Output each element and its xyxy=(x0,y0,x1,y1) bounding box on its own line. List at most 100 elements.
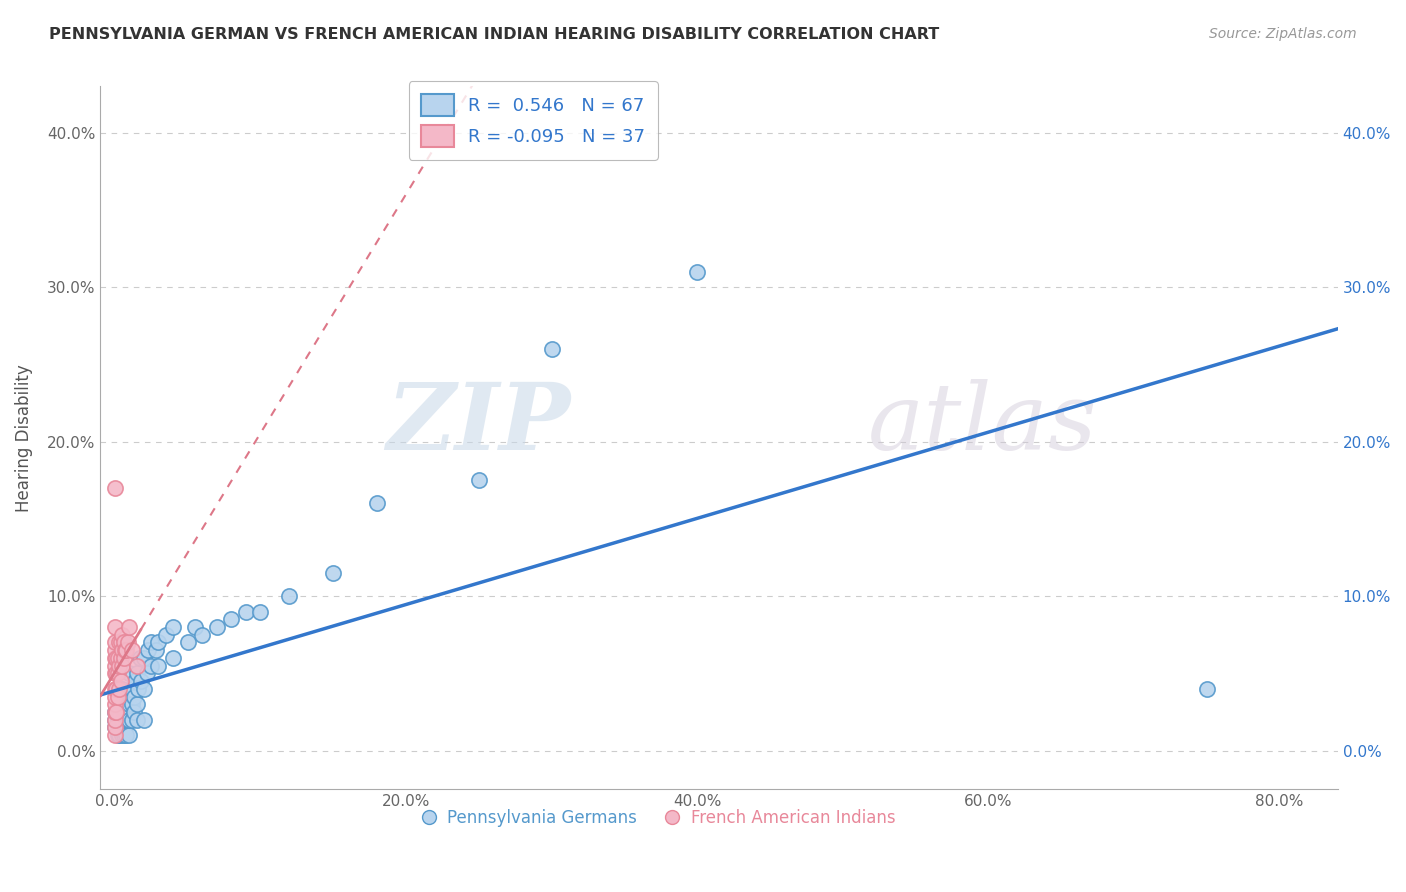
Point xyxy=(104,635,127,649)
Point xyxy=(111,643,134,657)
Point xyxy=(107,666,129,681)
Point xyxy=(111,658,134,673)
Point xyxy=(104,481,127,495)
Point xyxy=(121,713,143,727)
Point xyxy=(129,674,152,689)
Point xyxy=(176,635,198,649)
Point xyxy=(111,628,134,642)
Point xyxy=(104,728,127,742)
Point xyxy=(104,620,127,634)
Text: atlas: atlas xyxy=(868,379,1097,468)
Point xyxy=(110,635,132,649)
Point xyxy=(162,651,184,665)
Point xyxy=(104,690,127,704)
Point xyxy=(191,628,214,642)
Point xyxy=(249,605,271,619)
Point xyxy=(125,666,148,681)
Point xyxy=(686,265,709,279)
Point xyxy=(112,728,135,742)
Point xyxy=(118,698,141,712)
Point xyxy=(122,690,145,704)
Point xyxy=(162,620,184,634)
Point xyxy=(122,705,145,719)
Point xyxy=(104,666,127,681)
Point xyxy=(145,643,167,657)
Point xyxy=(205,620,228,634)
Point xyxy=(121,681,143,696)
Point xyxy=(115,728,138,742)
Point xyxy=(148,635,170,649)
Point xyxy=(219,612,242,626)
Point xyxy=(136,643,159,657)
Point xyxy=(104,705,127,719)
Text: Source: ZipAtlas.com: Source: ZipAtlas.com xyxy=(1209,27,1357,41)
Point xyxy=(1195,681,1218,696)
Point xyxy=(105,681,128,696)
Point xyxy=(141,635,163,649)
Point xyxy=(110,674,132,689)
Point xyxy=(104,643,127,657)
Point xyxy=(121,698,143,712)
Point xyxy=(115,713,138,727)
Point xyxy=(132,651,155,665)
Point xyxy=(104,651,127,665)
Point xyxy=(235,605,257,619)
Point xyxy=(104,721,127,735)
Text: PENNSYLVANIA GERMAN VS FRENCH AMERICAN INDIAN HEARING DISABILITY CORRELATION CHA: PENNSYLVANIA GERMAN VS FRENCH AMERICAN I… xyxy=(49,27,939,42)
Point xyxy=(278,589,301,603)
Legend: Pennsylvania Germans, French American Indians: Pennsylvania Germans, French American In… xyxy=(412,802,901,834)
Point xyxy=(108,635,131,649)
Point xyxy=(184,620,207,634)
Point xyxy=(104,681,127,696)
Point xyxy=(104,721,127,735)
Point xyxy=(110,721,132,735)
Point xyxy=(132,713,155,727)
Point xyxy=(104,698,127,712)
Point xyxy=(115,643,138,657)
Point xyxy=(108,658,131,673)
Point xyxy=(114,705,136,719)
Point xyxy=(104,713,127,727)
Point xyxy=(107,651,129,665)
Point xyxy=(108,728,131,742)
Point xyxy=(107,713,129,727)
Point xyxy=(322,566,344,580)
Point xyxy=(155,628,177,642)
Point xyxy=(107,690,129,704)
Point xyxy=(112,635,135,649)
Point xyxy=(118,728,141,742)
Point xyxy=(108,681,131,696)
Point xyxy=(121,643,143,657)
Point xyxy=(540,342,562,356)
Point xyxy=(117,713,139,727)
Point xyxy=(111,728,134,742)
Point xyxy=(125,658,148,673)
Point xyxy=(117,705,139,719)
Point xyxy=(128,651,150,665)
Point xyxy=(104,713,127,727)
Point xyxy=(111,713,134,727)
Point xyxy=(125,713,148,727)
Point xyxy=(104,705,127,719)
Point xyxy=(114,643,136,657)
Point xyxy=(118,713,141,727)
Point xyxy=(108,713,131,727)
Point xyxy=(112,705,135,719)
Point xyxy=(148,658,170,673)
Point xyxy=(114,721,136,735)
Point xyxy=(112,651,135,665)
Point xyxy=(111,681,134,696)
Point xyxy=(111,721,134,735)
Point xyxy=(141,658,163,673)
Point xyxy=(111,698,134,712)
Point xyxy=(117,635,139,649)
Point xyxy=(127,681,149,696)
Point xyxy=(366,496,388,510)
Point xyxy=(105,651,128,665)
Point xyxy=(115,698,138,712)
Point xyxy=(104,658,127,673)
Point xyxy=(105,666,128,681)
Point xyxy=(107,728,129,742)
Point xyxy=(110,651,132,665)
Point xyxy=(124,674,146,689)
